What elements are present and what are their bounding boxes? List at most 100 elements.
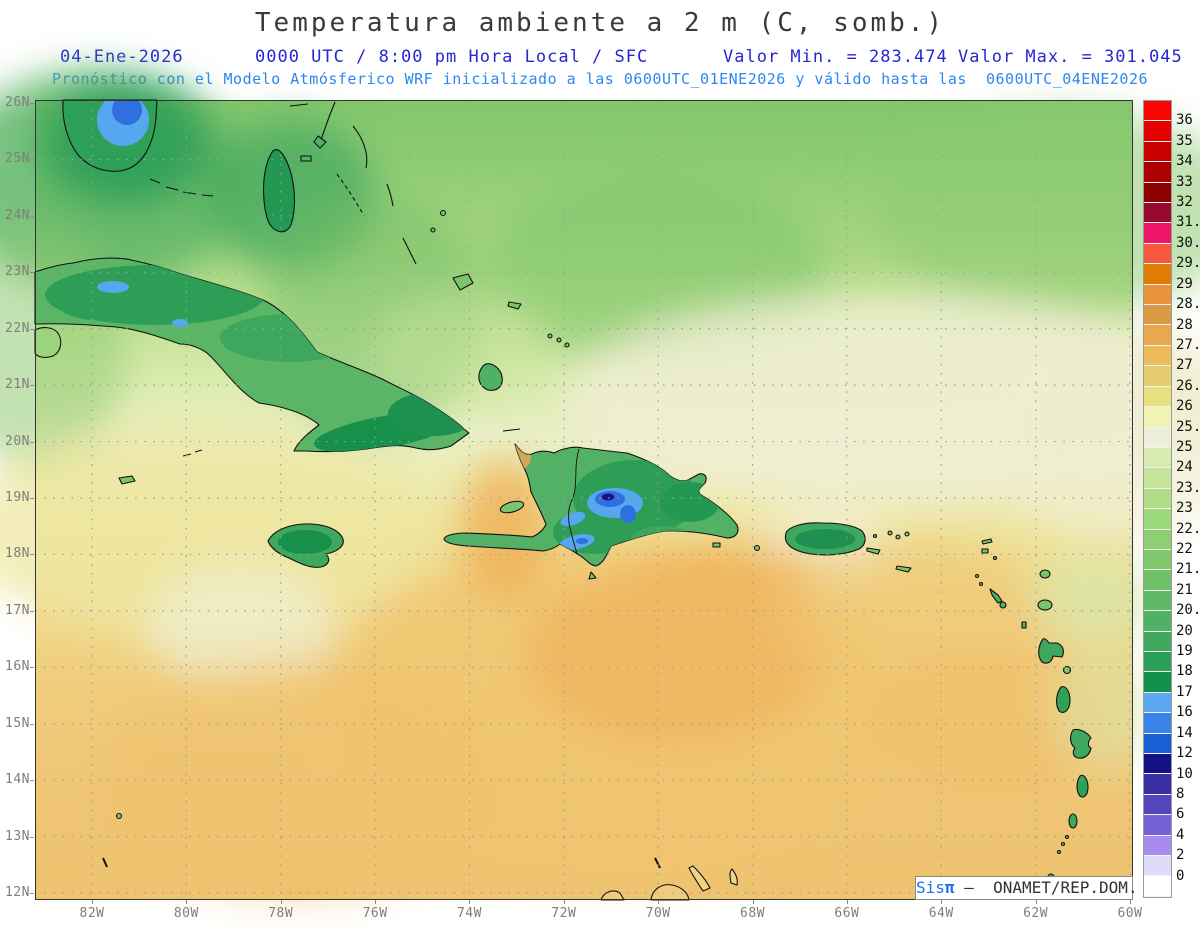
lesser-antilles (974, 538, 1092, 887)
colorbar-cell (1144, 162, 1171, 183)
lat-tick (30, 103, 34, 104)
forecast-description: Pronóstico con el Modelo Atmósferico WRF… (51, 70, 1149, 88)
providencia (115, 812, 123, 820)
lat-tick (30, 215, 34, 217)
eleuthera-island (352, 125, 368, 169)
st-croix (895, 565, 912, 573)
colorbar-cell (1144, 345, 1171, 367)
barbuda (1039, 569, 1051, 579)
colorbar-tick-label: 26 (1176, 398, 1193, 415)
lon-tick (941, 900, 943, 904)
lon-tick-label: 72W (551, 906, 577, 921)
temperature-map (0, 70, 1200, 901)
lon-tick-label: 68W (740, 906, 765, 921)
value-min-label: Valor Min. = 283.474 (723, 47, 948, 67)
san-salvador (439, 209, 447, 217)
anguilla (981, 538, 993, 545)
colorbar-cell (1144, 876, 1171, 897)
colorbar-tick-label: 20.5 (1176, 602, 1200, 619)
colorbar-tick-label: 27 (1176, 357, 1193, 374)
lat-lon-grid (35, 100, 1133, 900)
turks-caicos (547, 333, 553, 339)
lat-tick-label: 26N (5, 95, 30, 110)
curacao (688, 865, 711, 892)
colorbar-tick-label: 22 (1176, 541, 1193, 558)
colorbar-cell (1144, 692, 1171, 714)
lon-tick (658, 900, 660, 904)
colorbar-tick-label: 2 (1176, 847, 1185, 864)
temperature-colorbar (1143, 100, 1172, 898)
lon-tick (846, 900, 848, 904)
colorbar-cell (1144, 590, 1171, 612)
colorbar-tick-label: 21 (1176, 581, 1193, 598)
valid-time: 0000 UTC / 8:00 pm Hora Local / SFC (255, 47, 649, 67)
colorbar-tick-label: 30.7 (1176, 234, 1200, 251)
colorbar-cell (1144, 141, 1171, 163)
lat-tick-label: 23N (5, 264, 30, 280)
colorbar-cell (1144, 754, 1171, 775)
colorbar-tick-label: 24 (1176, 459, 1193, 476)
lon-tick-label: 76W (362, 906, 388, 921)
marie-galante (1062, 665, 1072, 675)
colorbar-cell (1144, 815, 1171, 836)
lat-tick-label: 24N (5, 207, 30, 223)
lon-tick (280, 900, 282, 904)
page-title: Temperatura ambiente a 2 m (C, somb.) (254, 8, 946, 38)
grenadines (1064, 834, 1070, 840)
colorbar-tick-label: 34 (1176, 153, 1193, 170)
grand-bahama (289, 103, 309, 107)
colorbar-tick-label: 29 (1176, 275, 1193, 292)
gonave-island (499, 500, 525, 514)
long-island-bahamas (402, 237, 417, 265)
colorbar-cell (1144, 447, 1171, 469)
colorbar-tick-label: 29.7 (1176, 255, 1200, 272)
colorbar-tick-label: 21.5 (1176, 561, 1200, 578)
new-providence (300, 155, 312, 162)
lon-tick (563, 900, 565, 904)
colorbar-cell (1144, 305, 1171, 326)
colorbar-tick-label: 25.5 (1176, 418, 1200, 435)
lon-tick (469, 900, 471, 904)
colorbar-tick-label: 10 (1176, 765, 1193, 782)
lat-tick-label: 25N (5, 151, 30, 167)
isla-juventud (34, 327, 62, 358)
colorbar-tick-label: 22.5 (1176, 520, 1200, 537)
colorbar-tick-label: 17 (1176, 683, 1193, 700)
attribution-text: – ONAMET/REP.DOM. (954, 878, 1138, 897)
colorbar-tick-label: 8 (1176, 785, 1185, 802)
lat-tick (30, 159, 34, 161)
colorbar-cell (1144, 223, 1171, 244)
attribution-box: Sisπ – ONAMET/REP.DOM. (915, 876, 1138, 900)
colorbar-cell (1144, 856, 1171, 877)
mayaguana (507, 301, 522, 310)
colorbar-cell (1144, 733, 1171, 754)
colorbar-cell (1144, 243, 1171, 265)
lon-tick-label: 70W (645, 906, 671, 921)
colorbar-cell (1144, 549, 1171, 571)
mona-island (753, 544, 761, 552)
colorbar-cell (1144, 713, 1171, 734)
lon-tick (752, 900, 754, 904)
colorbar-tick-label: 23.5 (1176, 479, 1200, 496)
colorbar-cell (1144, 794, 1171, 816)
colorbar-cell (1144, 284, 1171, 306)
map-frame (35, 100, 1133, 900)
lon-tick-label: 82W (79, 906, 105, 921)
lat-tick-label: 14N (5, 772, 30, 788)
colorbar-cell (1144, 101, 1171, 122)
colorbar-tick-label: 6 (1176, 806, 1185, 823)
colorbar-tick-label: 33 (1176, 173, 1193, 190)
lat-tick-label: 20N (5, 433, 30, 449)
lon-tick-label: 74W (456, 906, 482, 921)
colorbar-tick-label: 36 (1176, 112, 1193, 129)
saona-island (712, 542, 721, 548)
colorbar-cell (1144, 651, 1171, 673)
lat-tick (30, 328, 34, 330)
lat-tick (30, 836, 34, 838)
st-lucia (1076, 774, 1089, 798)
colorbar-tick-label: 28.5 (1176, 296, 1200, 313)
colorbar-cell (1144, 570, 1171, 591)
colorbar-tick-label: 0 (1176, 867, 1185, 884)
pi-symbol: π (944, 878, 955, 897)
